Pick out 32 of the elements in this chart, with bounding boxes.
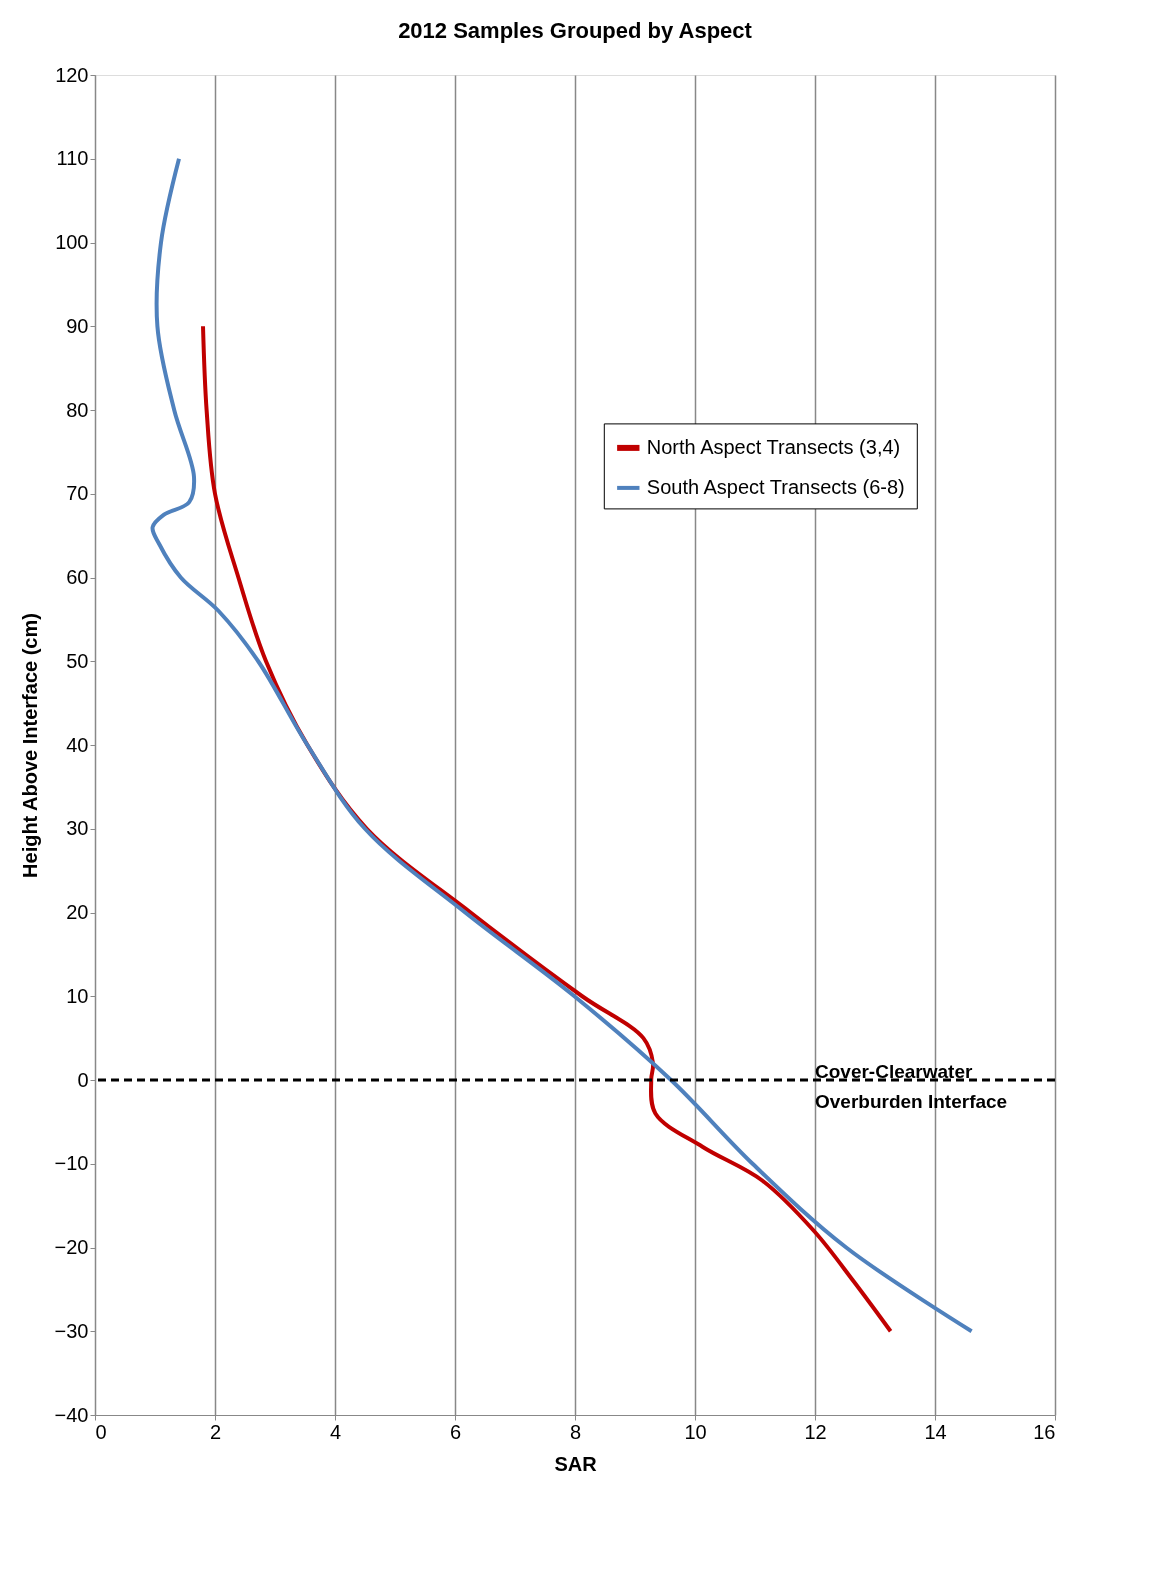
y-tick-label: 50 (66, 649, 89, 672)
y-tick-label: 30 (66, 817, 89, 840)
x-tick-label: 4 (329, 1420, 342, 1443)
y-tick-label: −40 (54, 1403, 89, 1426)
ref-line-label: Cover-Clearwater Overburden Interface (815, 1061, 1008, 1112)
legend-label: South Aspect Transects (6-8) (646, 475, 905, 498)
x-tick-label: 8 (569, 1420, 582, 1443)
x-tick-label: 12 (804, 1420, 827, 1443)
legend-label: North Aspect Transects (3,4) (646, 435, 901, 458)
x-tick-label: 2 (209, 1420, 222, 1443)
y-tick-label: −20 (54, 1236, 89, 1258)
y-tick-label: 100 (55, 231, 89, 253)
y-tick-label: 110 (56, 147, 89, 170)
chart-title: 2012 Samples Grouped by Aspect (398, 18, 753, 43)
x-tick-label: 14 (924, 1420, 947, 1443)
x-tick-label: 0 (95, 1420, 107, 1443)
y-tick-label: 60 (66, 566, 89, 588)
x-tick-label: 16 (1033, 1420, 1056, 1443)
x-tick-label: 6 (449, 1420, 462, 1443)
x-tick-label: 10 (684, 1420, 707, 1443)
y-tick-label: 10 (66, 984, 89, 1007)
y-tick-label: 20 (66, 901, 89, 923)
y-tick-label: 40 (66, 733, 89, 756)
y-axis-title: Height Above Interface (cm) (18, 613, 41, 878)
x-axis-title: SAR (554, 1452, 598, 1475)
y-tick-label: 70 (66, 482, 89, 505)
y-tick-label: 90 (66, 314, 89, 337)
y-tick-label: −10 (54, 1152, 89, 1175)
y-tick-label: 120 (55, 63, 89, 86)
y-tick-label: −30 (54, 1319, 89, 1342)
y-tick-label: 0 (77, 1068, 89, 1091)
y-tick-label: 80 (66, 398, 89, 421)
